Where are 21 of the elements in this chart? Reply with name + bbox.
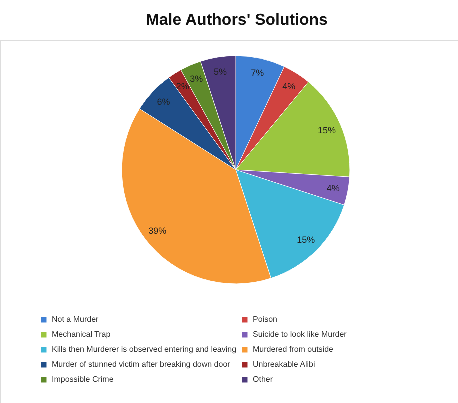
data-label: 5%: [214, 67, 227, 78]
legend-label: Murder of stunned victim after breaking down door: [52, 360, 231, 369]
legend-label: Other: [253, 375, 274, 384]
data-label: 39%: [148, 226, 167, 236]
data-label: 3%: [190, 74, 204, 84]
chart-title: Male Authors' Solutions: [146, 12, 328, 29]
legend-label: Kills then Murderer is observed entering and leaving: [52, 345, 237, 354]
legend-label: Impossible Crime: [52, 375, 114, 384]
data-label: 2%: [176, 81, 190, 92]
data-label: 7%: [251, 68, 264, 78]
legend-label: Suicide to look like Murder: [253, 330, 348, 339]
legend-label: Murdered from outside: [253, 345, 334, 354]
legend-label: Mechanical Trap: [52, 330, 112, 339]
data-label: 4%: [326, 184, 340, 194]
data-label: 15%: [318, 126, 336, 136]
legend-label: Unbreakable Alibi: [253, 360, 316, 369]
data-label: 4%: [282, 81, 296, 92]
data-label: 6%: [157, 97, 170, 108]
data-label: 15%: [297, 235, 316, 246]
legend-label: Not a Murder: [52, 315, 100, 324]
legend-label: Poison: [253, 315, 278, 324]
